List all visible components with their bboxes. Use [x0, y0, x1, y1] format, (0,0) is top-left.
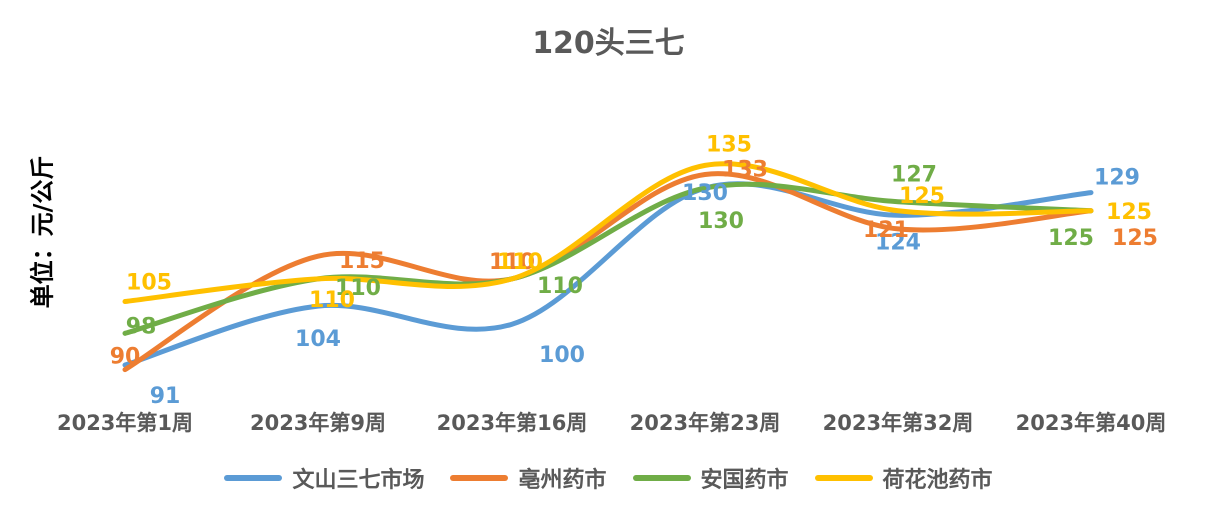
data-label-s1-p0: 90 — [110, 345, 141, 370]
legend-item-0: 文山三七市场 — [224, 462, 424, 494]
legend-label: 亳州药市 — [518, 468, 607, 493]
data-label-s2-p2: 110 — [537, 274, 583, 299]
data-label-s3-p0: 105 — [126, 271, 172, 296]
x-tick-label: 2023年第1周 — [57, 411, 193, 435]
data-label-s1-p3: 133 — [722, 157, 768, 182]
data-label-s3-p3: 135 — [706, 132, 752, 157]
legend-swatch — [814, 475, 873, 481]
legend-swatch — [632, 475, 691, 481]
legend-label: 安国药市 — [700, 468, 789, 493]
data-label-s0-p2: 100 — [539, 343, 585, 368]
series-line-0 — [122, 181, 1094, 368]
x-tick-label: 2023年第9周 — [250, 411, 386, 435]
series-line-1 — [122, 171, 1094, 373]
series-line-3 — [122, 161, 1094, 305]
legend-label: 文山三七市场 — [292, 468, 425, 493]
data-label-s0-p3: 130 — [682, 181, 728, 206]
legend-label: 荷花池药市 — [882, 468, 993, 493]
data-label-s0-p4: 124 — [875, 230, 921, 255]
legend-item-1: 亳州药市 — [450, 462, 607, 494]
legend: 文山三七市场 亳州药市 安国药市 荷花池药市 — [0, 462, 1217, 494]
x-tick-label: 2023年第16周 — [437, 411, 588, 435]
data-label-s0-p1: 104 — [295, 327, 341, 352]
x-axis-ticks: 2023年第1周 2023年第9周 2023年第16周 2023年第23周 2023年第… — [57, 411, 1166, 435]
data-label-s2-p0: 98 — [126, 314, 157, 339]
data-label-s2-p1: 110 — [335, 276, 381, 301]
data-label-s2-p4: 127 — [891, 163, 937, 188]
data-label-s2-p3: 130 — [698, 209, 744, 234]
data-label-s3-p4: 125 — [899, 184, 945, 209]
data-label-s1-p1: 115 — [339, 249, 385, 274]
chart-title: 120头三七 — [532, 26, 685, 61]
data-label-s0-p0: 91 — [150, 384, 181, 409]
data-label-s1-p5: 125 — [1112, 226, 1158, 251]
data-label-s3-p2: 110 — [497, 250, 543, 275]
legend-swatch — [450, 475, 509, 481]
legend-swatch — [224, 475, 283, 481]
x-tick-label: 2023年第40周 — [1016, 411, 1167, 435]
x-tick-label: 2023年第23周 — [630, 411, 781, 435]
data-label-s1-p4: 121 — [863, 218, 909, 243]
data-label-s1-p2: 110 — [489, 250, 535, 275]
data-label-s2-p5: 125 — [1048, 226, 1094, 251]
legend-item-2: 安国药市 — [632, 462, 789, 494]
data-label-s3-p5: 125 — [1106, 200, 1152, 225]
series-lines — [122, 161, 1094, 373]
data-label-s0-p5: 129 — [1094, 166, 1140, 191]
data-label-s3-p1: 110 — [309, 288, 355, 313]
legend-item-3: 荷花池药市 — [814, 462, 993, 494]
series-line-2 — [122, 181, 1094, 336]
x-tick-label: 2023年第32周 — [823, 411, 974, 435]
